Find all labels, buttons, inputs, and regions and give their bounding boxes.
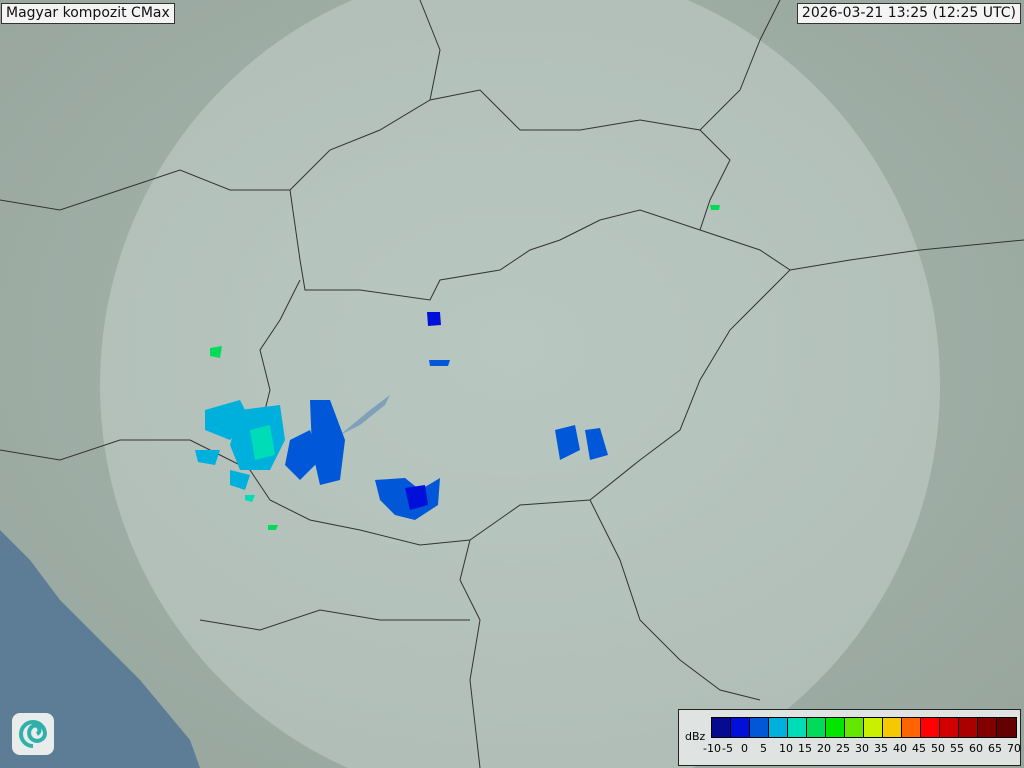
color-scale xyxy=(711,717,1017,738)
legend-tick: -10 xyxy=(703,742,721,755)
legend-swatch xyxy=(940,718,959,737)
legend-tick: 70 xyxy=(1007,742,1021,755)
legend-swatch xyxy=(902,718,921,737)
legend-swatch xyxy=(959,718,978,737)
legend-tick: 30 xyxy=(855,742,869,755)
radar-echoes xyxy=(195,205,720,530)
legend-tick: 55 xyxy=(950,742,964,755)
legend-tick: 40 xyxy=(893,742,907,755)
legend-tick: 20 xyxy=(817,742,831,755)
legend-swatch xyxy=(750,718,769,737)
legend-swatch xyxy=(807,718,826,737)
legend-tick: 60 xyxy=(969,742,983,755)
adriatic-sea xyxy=(0,530,200,768)
legend-tick: 25 xyxy=(836,742,850,755)
legend-tick: 10 xyxy=(779,742,793,755)
legend-swatch xyxy=(921,718,940,737)
legend-swatch xyxy=(731,718,750,737)
legend-swatch xyxy=(997,718,1016,737)
legend-tick: 50 xyxy=(931,742,945,755)
legend-tick: 65 xyxy=(988,742,1002,755)
legend-tick: 35 xyxy=(874,742,888,755)
legend-swatch xyxy=(883,718,902,737)
map-title: Magyar kompozit CMax xyxy=(1,3,175,24)
lake-balaton xyxy=(340,395,390,435)
legend-tick: 45 xyxy=(912,742,926,755)
legend-swatch xyxy=(712,718,731,737)
timestamp: 2026-03-21 13:25 (12:25 UTC) xyxy=(796,3,1021,24)
legend-tick: 15 xyxy=(798,742,812,755)
dbz-legend: dBz -10 -5 0 5 10 15 20 25 30 35 40 45 50 55 60 65 70 xyxy=(678,709,1021,766)
legend-swatch xyxy=(826,718,845,737)
legend-swatch xyxy=(788,718,807,737)
legend-tick: 5 xyxy=(760,742,767,755)
legend-tick: -5 xyxy=(722,742,733,755)
legend-unit: dBz xyxy=(685,730,706,743)
legend-tick: 0 xyxy=(741,742,748,755)
legend-swatch xyxy=(769,718,788,737)
radar-coverage xyxy=(100,0,940,768)
legend-ticks: -10 -5 0 5 10 15 20 25 30 35 40 45 50 55 60 65 70 xyxy=(703,742,1024,755)
omsz-logo xyxy=(12,713,54,755)
legend-swatch xyxy=(864,718,883,737)
legend-swatch xyxy=(978,718,997,737)
legend-swatch xyxy=(845,718,864,737)
